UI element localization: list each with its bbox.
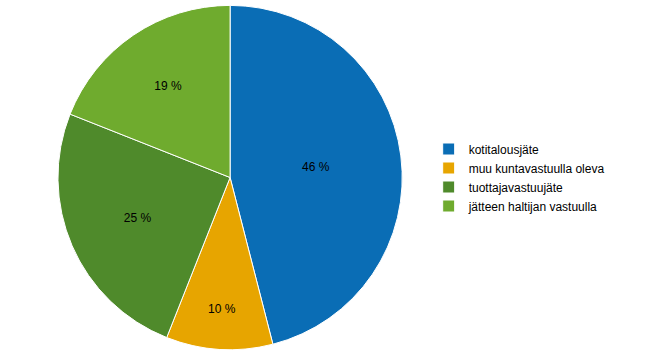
- svg-text:25 %: 25 %: [124, 211, 152, 225]
- svg-text:tuottajavastuujäte: tuottajavastuujäte: [469, 181, 563, 195]
- svg-text:46 %: 46 %: [302, 160, 330, 174]
- svg-text:19 %: 19 %: [154, 79, 182, 93]
- svg-text:10 %: 10 %: [208, 302, 236, 316]
- svg-text:kotitalousjäte: kotitalousjäte: [469, 143, 539, 157]
- svg-text:jätteen haltijan vastuulla: jätteen haltijan vastuulla: [468, 200, 597, 214]
- svg-text:muu kuntavastuulla oleva: muu kuntavastuulla oleva: [469, 162, 605, 176]
